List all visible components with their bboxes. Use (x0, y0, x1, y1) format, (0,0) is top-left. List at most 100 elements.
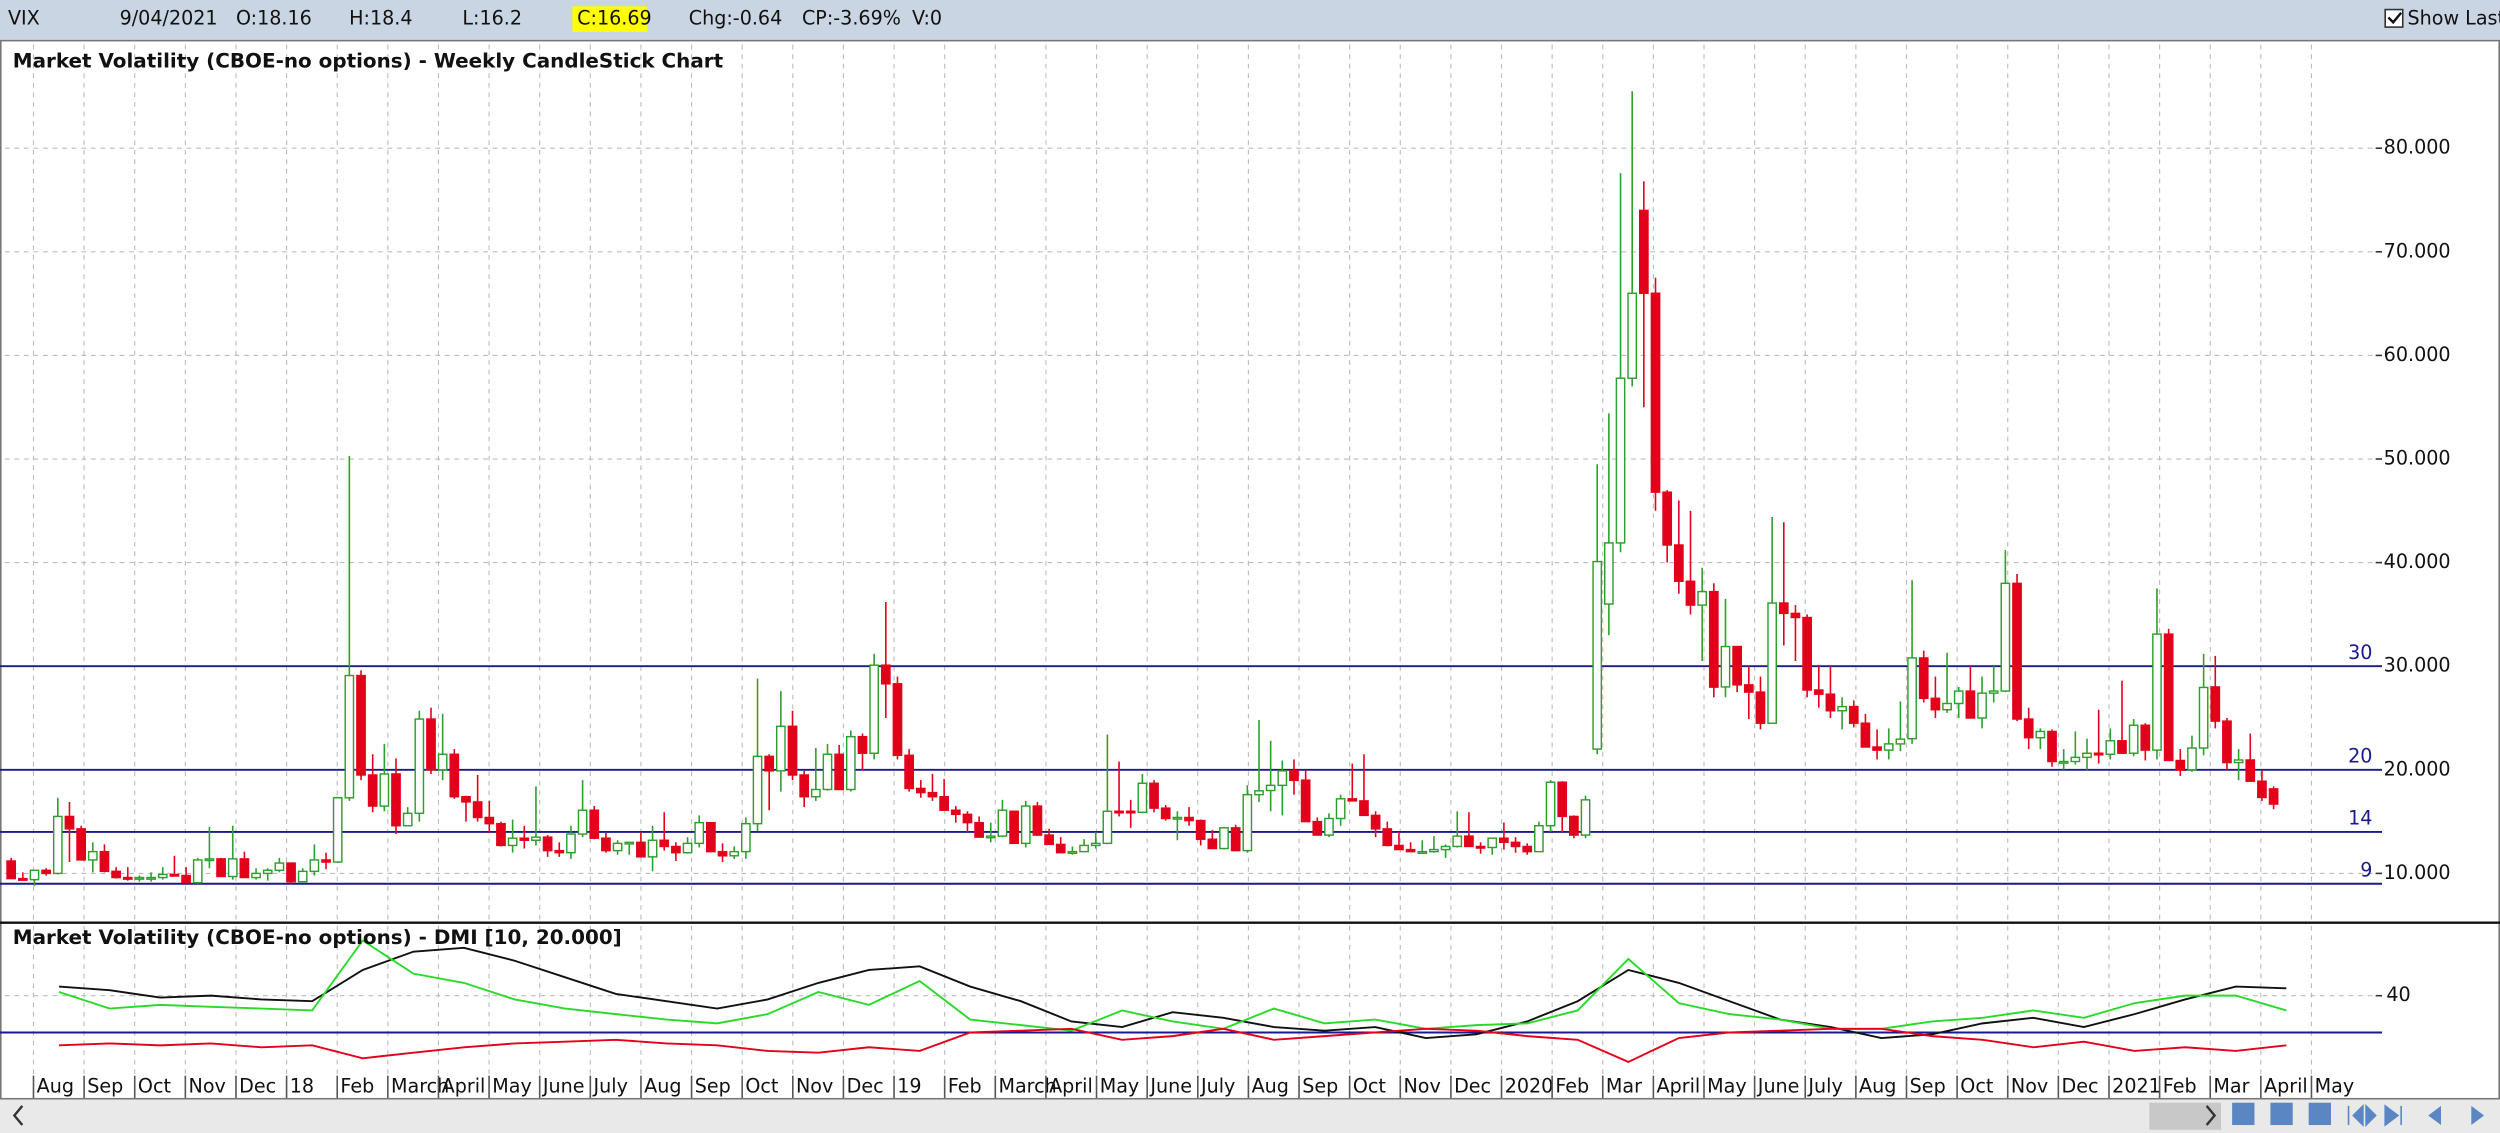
show-last-label[interactable]: Show Last (2408, 7, 2500, 30)
candle-body (41, 869, 52, 875)
x-tick-label: May (492, 1074, 532, 1097)
x-tick-label: Sep (695, 1074, 731, 1097)
candle-body (367, 774, 378, 807)
candle-body (694, 821, 705, 845)
candle-body (2187, 747, 2197, 771)
reference-label: 14 (2348, 807, 2372, 830)
candle-body (472, 801, 483, 819)
candle-body (1265, 784, 1276, 792)
indicator-line (58, 1027, 2287, 1063)
candle-body (671, 845, 681, 854)
nav-first[interactable] (2347, 1103, 2377, 1127)
candle-body (857, 735, 868, 754)
candle-body (636, 841, 646, 858)
candle-body (659, 839, 670, 848)
candle-body (1219, 827, 1229, 850)
candle-body (962, 813, 973, 824)
candle-body (239, 858, 250, 879)
candle-body (1790, 612, 1801, 619)
candle-body (1044, 834, 1054, 846)
change: Chg:-0.64 (689, 7, 782, 30)
scroll-left[interactable] (12, 1105, 24, 1126)
candle-body (1942, 702, 1952, 711)
candle-body (321, 859, 331, 863)
candle-body (1627, 292, 1638, 379)
candle-body (157, 873, 168, 879)
candle-body (682, 842, 693, 854)
candle-body (1557, 781, 1568, 818)
candle-body (2175, 759, 2186, 771)
candle-body (1767, 602, 1777, 724)
candle-body (741, 822, 751, 853)
candle-body (810, 788, 821, 798)
candle-body (764, 755, 775, 772)
candle-body (1953, 690, 1964, 705)
indicator-line (58, 939, 2287, 1032)
x-tick-label: May (2315, 1074, 2355, 1097)
candle-body (2012, 582, 2022, 720)
candle-body (146, 876, 156, 880)
toolbar (0, 0, 2500, 40)
x-tick-label: July (1807, 1074, 1842, 1097)
candle-body (426, 718, 436, 771)
x-tick-label: Nov (796, 1074, 833, 1097)
scroll-right[interactable] (2205, 1105, 2217, 1126)
candle-body (1370, 814, 1381, 830)
show-last-checkbox[interactable] (2384, 8, 2404, 28)
candle-body (1510, 841, 1521, 848)
candle-body (1324, 817, 1334, 836)
scroll-thumb[interactable] (2149, 1102, 2221, 1130)
nav-last[interactable] (2384, 1104, 2402, 1127)
candle-body (449, 753, 460, 798)
candle-body (1242, 793, 1253, 852)
candle-body (1440, 845, 1451, 851)
candle-body (1837, 705, 1847, 712)
y-tick-label: 40.000 (2384, 550, 2451, 573)
candle-body (939, 796, 949, 811)
candle-body (752, 755, 763, 825)
scrollbar[interactable] (0, 1099, 2500, 1133)
candle-body (286, 862, 296, 883)
candle-body (519, 837, 530, 841)
candle-body (647, 839, 658, 858)
nav-button[interactable] (2232, 1102, 2255, 1126)
candle-body (1848, 705, 1859, 724)
candle-body (904, 754, 915, 790)
checkmark (2387, 11, 2403, 25)
nav-button[interactable] (2308, 1102, 2331, 1126)
candle-body (554, 849, 565, 854)
candle-body (1067, 850, 1078, 854)
open: O:18.16 (236, 7, 312, 30)
candle-body (379, 773, 390, 807)
candle-body (869, 664, 880, 754)
candle-body (122, 876, 133, 880)
candle-body (262, 869, 273, 875)
candle-body (1335, 798, 1346, 820)
nav-button[interactable] (2270, 1102, 2293, 1126)
x-tick-label: April (1657, 1074, 1701, 1097)
y-tick-label: 70.000 (2384, 239, 2451, 262)
candle-body (1720, 645, 1731, 688)
candle-body (1988, 690, 1999, 694)
candle-body (1860, 722, 1871, 748)
x-tick-label: July (593, 1074, 628, 1097)
candle-body (2047, 730, 2057, 763)
x-tick-label: April (2264, 1074, 2308, 1097)
y-tick-label: 10.000 (2384, 861, 2451, 884)
candle-body (1079, 844, 1089, 853)
candle-body (985, 835, 996, 839)
candle-body (1603, 542, 1614, 605)
reference-label: 30 (2348, 641, 2372, 664)
nav-next[interactable] (2471, 1105, 2485, 1126)
candle-body (1673, 544, 1684, 582)
x-tick-label: March (998, 1074, 1056, 1097)
candle-body (799, 774, 810, 798)
candle-body (414, 718, 425, 815)
candle-body (915, 787, 926, 794)
x-tick-label: May (1100, 1074, 1140, 1097)
candle-body (1464, 835, 1474, 848)
nav-prev[interactable] (2428, 1105, 2442, 1126)
x-tick-label: Feb (2163, 1074, 2197, 1097)
candle-body (1359, 800, 1369, 817)
candle-body (2117, 740, 2127, 754)
